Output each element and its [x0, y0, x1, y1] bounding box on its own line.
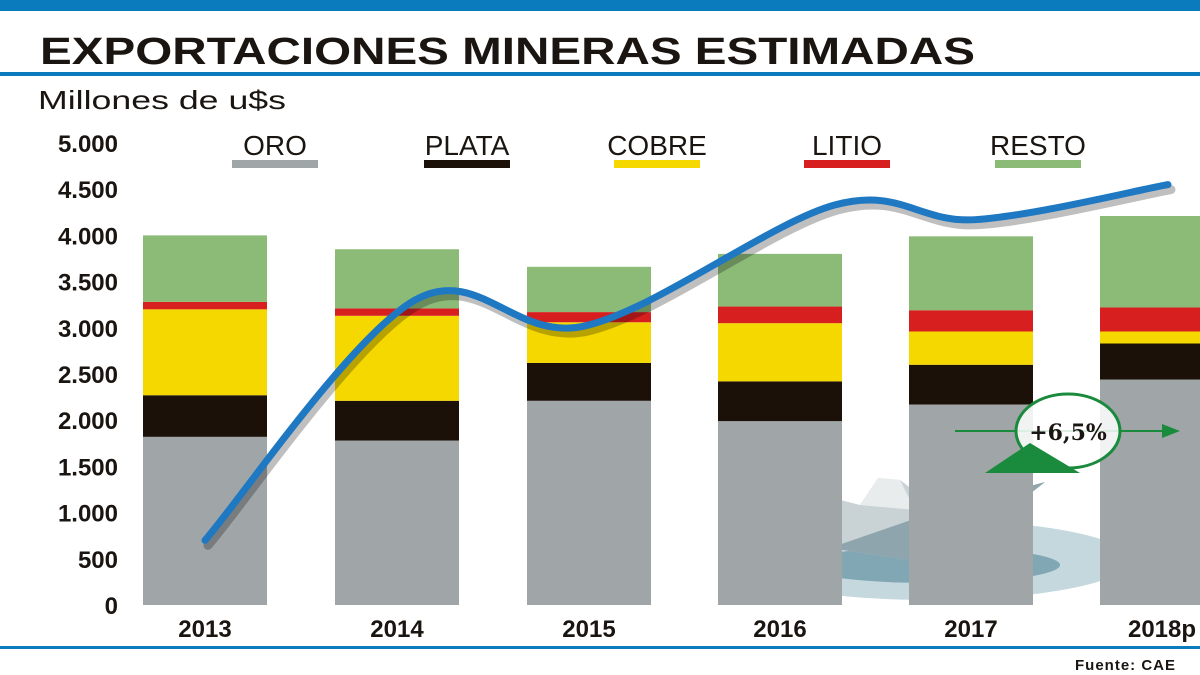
- bar-segment-resto: [718, 253, 842, 307]
- y-tick-label: 4.500: [58, 177, 118, 204]
- bar-segment-cobre: [909, 331, 1033, 365]
- bar-segment-litio: [1100, 307, 1200, 332]
- bar-segment-plata: [909, 364, 1033, 405]
- bar-stack-2018p: [1100, 215, 1200, 605]
- bar-segment-litio: [909, 310, 1033, 332]
- legend-label: COBRE: [607, 130, 707, 161]
- y-axis: 0 500 1.000 1.500 2.000 2.500 3.000 3.500 4.000 4…: [58, 131, 118, 620]
- title-rule: [0, 72, 1200, 76]
- bar-segment-resto: [527, 266, 651, 313]
- y-tick-label: 500: [78, 547, 118, 574]
- x-tick-label: 2015: [562, 616, 615, 643]
- bars: [143, 215, 1200, 605]
- legend-swatch: [614, 160, 700, 168]
- bar-stack-2017: [909, 236, 1033, 605]
- bar-segment-plata: [1100, 343, 1200, 380]
- legend: ORO PLATA COBRE LITIO RESTO: [232, 130, 1086, 168]
- y-tick-label: 3.500: [58, 270, 118, 297]
- legend-item-oro: ORO: [232, 130, 318, 168]
- y-tick-label: 1.000: [58, 501, 118, 528]
- bar-segment-plata: [718, 381, 842, 422]
- unit-label: Millones de u$s: [38, 85, 286, 115]
- bar-segment-litio: [718, 306, 842, 324]
- bar-segment-litio: [527, 312, 651, 323]
- legend-swatch: [232, 160, 318, 168]
- bar-stack-2013: [143, 235, 267, 605]
- bar-segment-resto: [909, 236, 1033, 311]
- y-tick-label: 0: [105, 593, 118, 620]
- growth-triangle-icon: [985, 443, 1080, 473]
- legend-swatch: [424, 160, 510, 168]
- y-tick-label: 2.500: [58, 362, 118, 389]
- bar-segment-cobre: [335, 315, 459, 401]
- legend-swatch: [804, 160, 890, 168]
- growth-annotation: +6,5%: [955, 392, 1180, 473]
- bar-segment-oro: [527, 400, 651, 605]
- x-tick-label: 2016: [753, 616, 806, 643]
- chart-title: EXPORTACIONES MINERAS ESTIMADAS: [40, 31, 975, 73]
- bar-segment-resto: [335, 249, 459, 309]
- x-tick-label: 2013: [178, 616, 231, 643]
- top-accent-bar: [0, 0, 1200, 11]
- legend-item-litio: LITIO: [804, 130, 890, 168]
- bar-segment-cobre: [718, 323, 842, 382]
- bar-stack-2016: [718, 253, 842, 605]
- legend-label: LITIO: [812, 130, 882, 161]
- bar-segment-resto: [143, 235, 267, 302]
- bar-segment-oro: [335, 440, 459, 605]
- y-tick-label: 5.000: [58, 131, 118, 158]
- y-tick-label: 1.500: [58, 454, 118, 481]
- x-tick-label: 2018p: [1128, 616, 1196, 643]
- legend-item-cobre: COBRE: [607, 130, 707, 168]
- legend-item-resto: RESTO: [990, 130, 1086, 168]
- growth-label: +6,5%: [1029, 420, 1107, 446]
- bar-segment-cobre: [143, 309, 267, 396]
- trend-line-shadow: [203, 185, 1176, 550]
- bar-segment-resto: [1100, 215, 1200, 308]
- bar-segment-oro: [718, 421, 842, 605]
- growth-arrow-head-icon: [1162, 424, 1180, 438]
- legend-label: PLATA: [425, 130, 510, 161]
- bar-segment-plata: [527, 362, 651, 401]
- x-axis: 2013 2014 2015 2016 2017 2018p: [178, 616, 1196, 643]
- x-tick-label: 2017: [944, 616, 997, 643]
- legend-item-plata: PLATA: [424, 130, 510, 168]
- y-tick-label: 2.000: [58, 408, 118, 435]
- bar-segment-plata: [335, 400, 459, 441]
- trend-line: [201, 181, 1172, 544]
- bar-stack-2014: [335, 249, 459, 605]
- x-tick-label: 2014: [370, 616, 424, 643]
- legend-label: ORO: [243, 130, 307, 161]
- bar-segment-litio: [143, 301, 267, 310]
- bar-segment-cobre: [1100, 331, 1200, 344]
- y-tick-label: 3.000: [58, 316, 118, 343]
- bar-segment-plata: [143, 395, 267, 437]
- bar-segment-oro: [143, 436, 267, 605]
- bottom-rule: [0, 646, 1200, 649]
- legend-label: RESTO: [990, 130, 1086, 161]
- y-tick-label: 4.000: [58, 223, 118, 250]
- legend-swatch: [995, 160, 1081, 168]
- source-label: Fuente: CAE: [1075, 657, 1176, 674]
- bar-segment-oro: [909, 404, 1033, 605]
